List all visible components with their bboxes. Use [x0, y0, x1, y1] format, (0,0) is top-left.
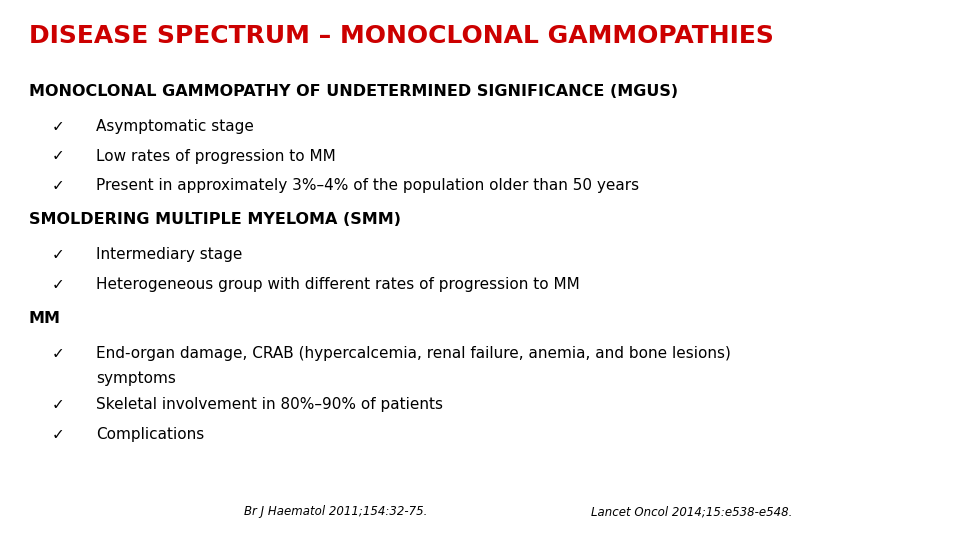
Text: Low rates of progression to MM: Low rates of progression to MM — [96, 148, 336, 164]
Text: Intermediary stage: Intermediary stage — [96, 247, 242, 262]
Text: ✓: ✓ — [51, 277, 64, 292]
Text: ✓: ✓ — [51, 346, 64, 361]
Text: Br J Haematol 2011;154:32-75.: Br J Haematol 2011;154:32-75. — [244, 505, 428, 518]
Text: ✓: ✓ — [51, 397, 64, 413]
Text: Asymptomatic stage: Asymptomatic stage — [96, 119, 253, 134]
Text: ✓: ✓ — [51, 148, 64, 164]
Text: symptoms: symptoms — [96, 372, 176, 387]
Text: Complications: Complications — [96, 427, 204, 442]
Text: Skeletal involvement in 80%–90% of patients: Skeletal involvement in 80%–90% of patie… — [96, 397, 443, 413]
Text: MM: MM — [29, 311, 60, 326]
Text: ✓: ✓ — [51, 427, 64, 442]
Text: ✓: ✓ — [51, 119, 64, 134]
Text: Heterogeneous group with different rates of progression to MM: Heterogeneous group with different rates… — [96, 277, 580, 292]
Text: End-organ damage, CRAB (hypercalcemia, renal failure, anemia, and bone lesions): End-organ damage, CRAB (hypercalcemia, r… — [96, 346, 731, 361]
Text: Lancet Oncol 2014;15:e538-e548.: Lancet Oncol 2014;15:e538-e548. — [590, 505, 792, 518]
Text: SMOLDERING MULTIPLE MYELOMA (SMM): SMOLDERING MULTIPLE MYELOMA (SMM) — [29, 212, 401, 227]
Text: MONOCLONAL GAMMOPATHY OF UNDETERMINED SIGNIFICANCE (MGUS): MONOCLONAL GAMMOPATHY OF UNDETERMINED SI… — [29, 84, 678, 99]
Text: ✓: ✓ — [51, 247, 64, 262]
Text: ✓: ✓ — [51, 178, 64, 193]
Text: DISEASE SPECTRUM – MONOCLONAL GAMMOPATHIES: DISEASE SPECTRUM – MONOCLONAL GAMMOPATHI… — [29, 24, 774, 48]
Text: Present in approximately 3%–4% of the population older than 50 years: Present in approximately 3%–4% of the po… — [96, 178, 639, 193]
